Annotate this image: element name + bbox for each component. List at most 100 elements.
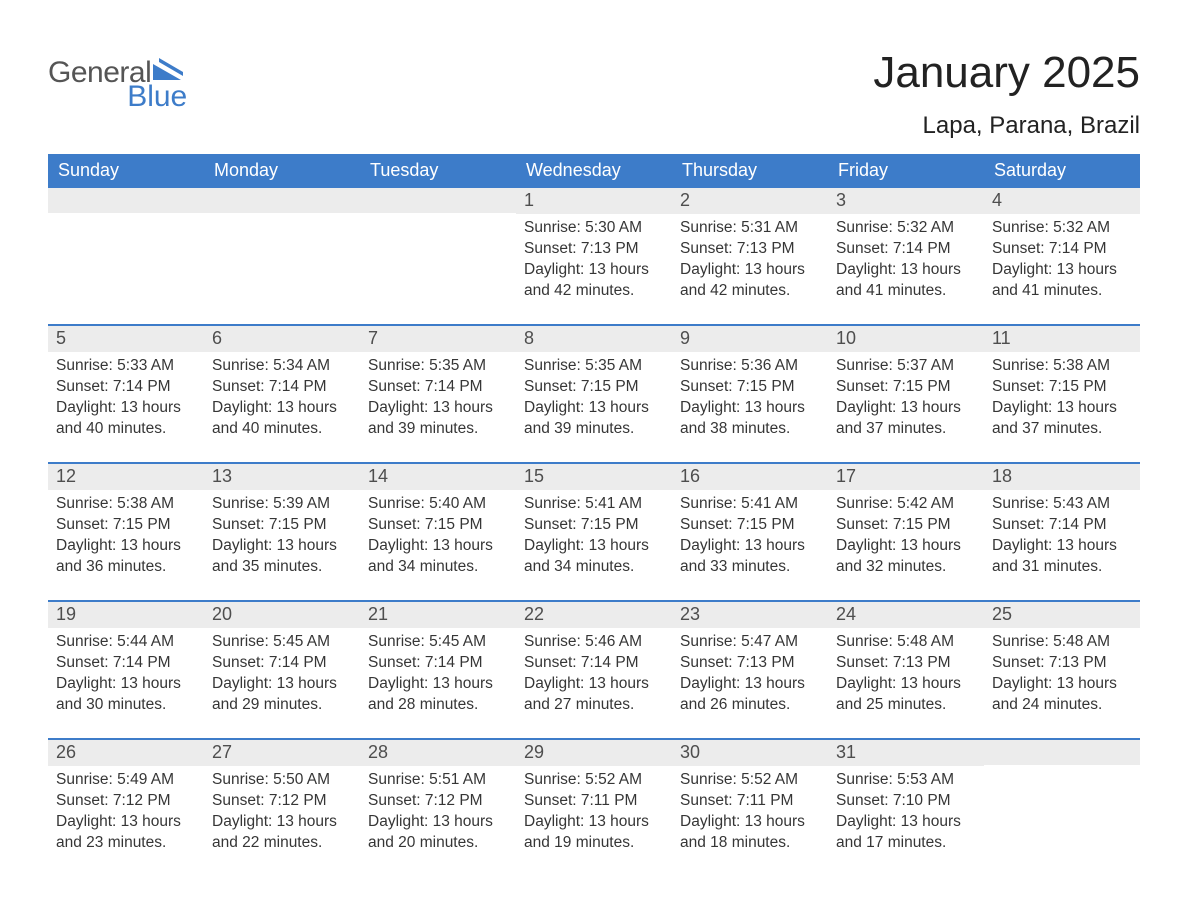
sunrise-line: Sunrise: 5:37 AM	[836, 356, 976, 377]
day-content: Sunrise: 5:40 AMSunset: 7:15 PMDaylight:…	[360, 490, 516, 580]
sunrise-line: Sunrise: 5:52 AM	[524, 770, 664, 791]
day-content: Sunrise: 5:47 AMSunset: 7:13 PMDaylight:…	[672, 628, 828, 718]
calendar-day: 18Sunrise: 5:43 AMSunset: 7:14 PMDayligh…	[984, 464, 1140, 580]
daylight-line: Daylight: 13 hours and 32 minutes.	[836, 536, 976, 578]
calendar-day: 22Sunrise: 5:46 AMSunset: 7:14 PMDayligh…	[516, 602, 672, 718]
daylight-line: Daylight: 13 hours and 40 minutes.	[56, 398, 196, 440]
daylight-line: Daylight: 13 hours and 18 minutes.	[680, 812, 820, 854]
calendar-day: 4Sunrise: 5:32 AMSunset: 7:14 PMDaylight…	[984, 188, 1140, 304]
day-number: 12	[48, 464, 204, 490]
day-content	[984, 765, 1140, 855]
week-spacer	[48, 442, 1140, 462]
dow-cell: Tuesday	[360, 154, 516, 188]
day-of-week-header: SundayMondayTuesdayWednesdayThursdayFrid…	[48, 154, 1140, 188]
calendar-day: 29Sunrise: 5:52 AMSunset: 7:11 PMDayligh…	[516, 740, 672, 856]
day-content: Sunrise: 5:31 AMSunset: 7:13 PMDaylight:…	[672, 214, 828, 304]
calendar-day: 19Sunrise: 5:44 AMSunset: 7:14 PMDayligh…	[48, 602, 204, 718]
daylight-line: Daylight: 13 hours and 19 minutes.	[524, 812, 664, 854]
daylight-line: Daylight: 13 hours and 17 minutes.	[836, 812, 976, 854]
daylight-line: Daylight: 13 hours and 36 minutes.	[56, 536, 196, 578]
daylight-line: Daylight: 13 hours and 35 minutes.	[212, 536, 352, 578]
sunrise-line: Sunrise: 5:31 AM	[680, 218, 820, 239]
dow-cell: Wednesday	[516, 154, 672, 188]
day-content: Sunrise: 5:34 AMSunset: 7:14 PMDaylight:…	[204, 352, 360, 442]
day-content: Sunrise: 5:44 AMSunset: 7:14 PMDaylight:…	[48, 628, 204, 718]
week-spacer	[48, 304, 1140, 324]
calendar-day: 7Sunrise: 5:35 AMSunset: 7:14 PMDaylight…	[360, 326, 516, 442]
sunrise-line: Sunrise: 5:51 AM	[368, 770, 508, 791]
sunrise-line: Sunrise: 5:34 AM	[212, 356, 352, 377]
day-number: 18	[984, 464, 1140, 490]
sunrise-line: Sunrise: 5:32 AM	[992, 218, 1132, 239]
sunrise-line: Sunrise: 5:46 AM	[524, 632, 664, 653]
dow-cell: Sunday	[48, 154, 204, 188]
day-number: 7	[360, 326, 516, 352]
sunset-line: Sunset: 7:15 PM	[524, 515, 664, 536]
sunrise-line: Sunrise: 5:30 AM	[524, 218, 664, 239]
daylight-line: Daylight: 13 hours and 23 minutes.	[56, 812, 196, 854]
sunset-line: Sunset: 7:15 PM	[836, 377, 976, 398]
sunset-line: Sunset: 7:15 PM	[680, 377, 820, 398]
dow-cell: Saturday	[984, 154, 1140, 188]
day-number: 27	[204, 740, 360, 766]
day-number: 1	[516, 188, 672, 214]
daylight-line: Daylight: 13 hours and 33 minutes.	[680, 536, 820, 578]
dow-cell: Thursday	[672, 154, 828, 188]
day-number: 26	[48, 740, 204, 766]
brand-word-2: Blue	[127, 82, 187, 112]
page-title: January 2025	[873, 48, 1140, 98]
sunset-line: Sunset: 7:13 PM	[524, 239, 664, 260]
calendar-week: 5Sunrise: 5:33 AMSunset: 7:14 PMDaylight…	[48, 324, 1140, 442]
day-content: Sunrise: 5:37 AMSunset: 7:15 PMDaylight:…	[828, 352, 984, 442]
day-content: Sunrise: 5:41 AMSunset: 7:15 PMDaylight:…	[672, 490, 828, 580]
sunrise-line: Sunrise: 5:39 AM	[212, 494, 352, 515]
day-content: Sunrise: 5:30 AMSunset: 7:13 PMDaylight:…	[516, 214, 672, 304]
sunset-line: Sunset: 7:15 PM	[56, 515, 196, 536]
day-number	[204, 188, 360, 213]
day-number: 22	[516, 602, 672, 628]
sunrise-line: Sunrise: 5:41 AM	[680, 494, 820, 515]
sunset-line: Sunset: 7:15 PM	[992, 377, 1132, 398]
sunset-line: Sunset: 7:15 PM	[212, 515, 352, 536]
calendar-day: 26Sunrise: 5:49 AMSunset: 7:12 PMDayligh…	[48, 740, 204, 856]
calendar-day: 2Sunrise: 5:31 AMSunset: 7:13 PMDaylight…	[672, 188, 828, 304]
sunset-line: Sunset: 7:12 PM	[368, 791, 508, 812]
sunrise-line: Sunrise: 5:36 AM	[680, 356, 820, 377]
sunrise-line: Sunrise: 5:48 AM	[992, 632, 1132, 653]
day-content	[48, 213, 204, 303]
sunset-line: Sunset: 7:14 PM	[212, 653, 352, 674]
calendar-day: 20Sunrise: 5:45 AMSunset: 7:14 PMDayligh…	[204, 602, 360, 718]
calendar-grid: SundayMondayTuesdayWednesdayThursdayFrid…	[48, 154, 1140, 856]
sunset-line: Sunset: 7:13 PM	[836, 653, 976, 674]
day-content: Sunrise: 5:35 AMSunset: 7:14 PMDaylight:…	[360, 352, 516, 442]
sunset-line: Sunset: 7:13 PM	[680, 653, 820, 674]
day-number: 5	[48, 326, 204, 352]
sunset-line: Sunset: 7:14 PM	[212, 377, 352, 398]
calendar-day: 12Sunrise: 5:38 AMSunset: 7:15 PMDayligh…	[48, 464, 204, 580]
sunrise-line: Sunrise: 5:50 AM	[212, 770, 352, 791]
sunrise-line: Sunrise: 5:45 AM	[368, 632, 508, 653]
daylight-line: Daylight: 13 hours and 37 minutes.	[836, 398, 976, 440]
daylight-line: Daylight: 13 hours and 40 minutes.	[212, 398, 352, 440]
daylight-line: Daylight: 13 hours and 28 minutes.	[368, 674, 508, 716]
calendar-day: 8Sunrise: 5:35 AMSunset: 7:15 PMDaylight…	[516, 326, 672, 442]
calendar-week: 1Sunrise: 5:30 AMSunset: 7:13 PMDaylight…	[48, 188, 1140, 304]
day-content: Sunrise: 5:46 AMSunset: 7:14 PMDaylight:…	[516, 628, 672, 718]
day-content: Sunrise: 5:48 AMSunset: 7:13 PMDaylight:…	[828, 628, 984, 718]
calendar-day: 21Sunrise: 5:45 AMSunset: 7:14 PMDayligh…	[360, 602, 516, 718]
day-content: Sunrise: 5:49 AMSunset: 7:12 PMDaylight:…	[48, 766, 204, 856]
daylight-line: Daylight: 13 hours and 38 minutes.	[680, 398, 820, 440]
calendar-day: 9Sunrise: 5:36 AMSunset: 7:15 PMDaylight…	[672, 326, 828, 442]
sunset-line: Sunset: 7:13 PM	[992, 653, 1132, 674]
calendar-day: 10Sunrise: 5:37 AMSunset: 7:15 PMDayligh…	[828, 326, 984, 442]
sunset-line: Sunset: 7:15 PM	[836, 515, 976, 536]
daylight-line: Daylight: 13 hours and 26 minutes.	[680, 674, 820, 716]
daylight-line: Daylight: 13 hours and 42 minutes.	[524, 260, 664, 302]
day-content: Sunrise: 5:45 AMSunset: 7:14 PMDaylight:…	[204, 628, 360, 718]
day-number: 6	[204, 326, 360, 352]
calendar-week: 26Sunrise: 5:49 AMSunset: 7:12 PMDayligh…	[48, 738, 1140, 856]
calendar-day	[204, 188, 360, 304]
day-content: Sunrise: 5:38 AMSunset: 7:15 PMDaylight:…	[984, 352, 1140, 442]
day-number: 28	[360, 740, 516, 766]
calendar-day: 28Sunrise: 5:51 AMSunset: 7:12 PMDayligh…	[360, 740, 516, 856]
